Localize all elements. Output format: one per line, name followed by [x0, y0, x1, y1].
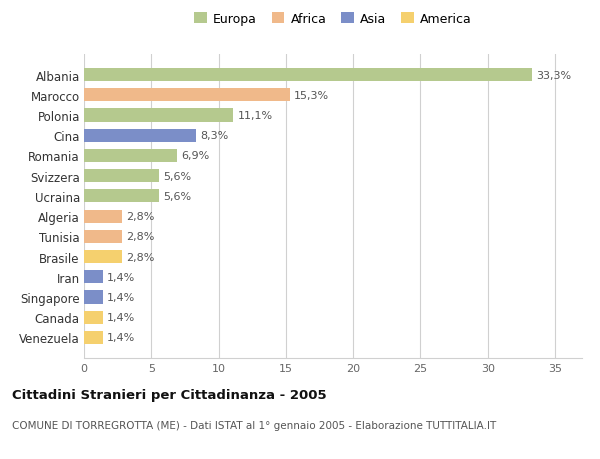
Bar [84, 331, 103, 344]
Text: 1,4%: 1,4% [107, 272, 135, 282]
Bar [84, 311, 103, 324]
Text: 2,8%: 2,8% [126, 252, 154, 262]
Text: 8,3%: 8,3% [200, 131, 228, 141]
Text: 11,1%: 11,1% [238, 111, 272, 121]
Bar [84, 190, 160, 203]
Text: 2,8%: 2,8% [126, 212, 154, 222]
Text: 1,4%: 1,4% [107, 313, 135, 323]
Bar [84, 129, 196, 142]
Text: 2,8%: 2,8% [126, 232, 154, 242]
Text: 6,9%: 6,9% [181, 151, 209, 161]
Bar [84, 89, 290, 102]
Bar [84, 291, 103, 304]
Bar [84, 271, 103, 284]
Text: COMUNE DI TORREGROTTA (ME) - Dati ISTAT al 1° gennaio 2005 - Elaborazione TUTTIT: COMUNE DI TORREGROTTA (ME) - Dati ISTAT … [12, 420, 496, 430]
Bar [84, 150, 177, 162]
Bar [84, 210, 122, 223]
Legend: Europa, Africa, Asia, America: Europa, Africa, Asia, America [194, 13, 472, 26]
Text: 5,6%: 5,6% [163, 191, 191, 202]
Text: 33,3%: 33,3% [536, 70, 571, 80]
Text: 5,6%: 5,6% [163, 171, 191, 181]
Bar [84, 170, 160, 183]
Text: 1,4%: 1,4% [107, 333, 135, 343]
Bar [84, 230, 122, 243]
Text: 1,4%: 1,4% [107, 292, 135, 302]
Bar [84, 109, 233, 122]
Bar [84, 69, 532, 82]
Text: Cittadini Stranieri per Cittadinanza - 2005: Cittadini Stranieri per Cittadinanza - 2… [12, 388, 326, 401]
Bar [84, 251, 122, 263]
Text: 15,3%: 15,3% [294, 90, 329, 101]
